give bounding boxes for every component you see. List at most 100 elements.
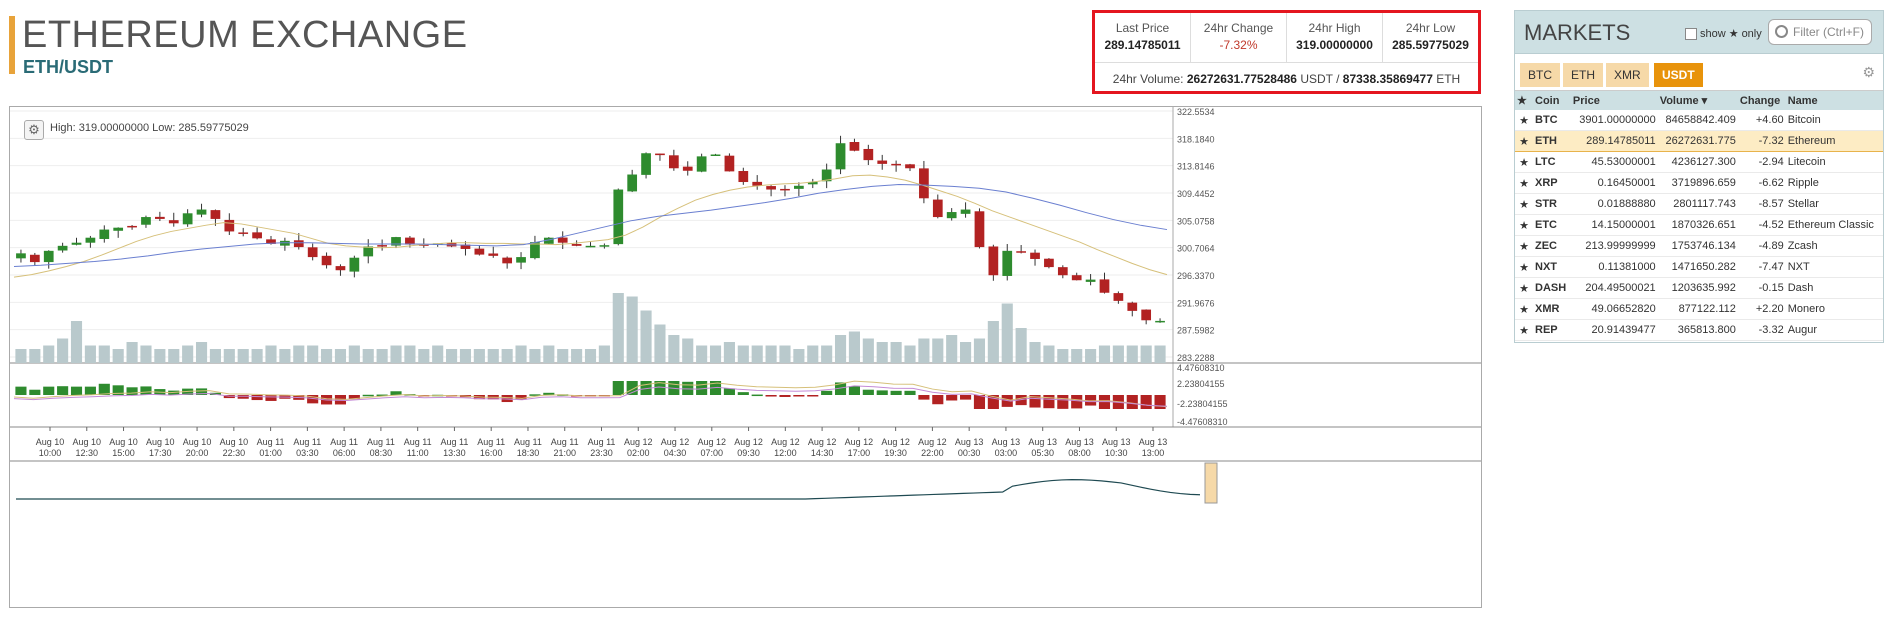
col-star[interactable]: ★ — [1515, 91, 1533, 110]
favorite-star-icon[interactable]: ★ — [1515, 172, 1533, 194]
price-tick-label: 296.3370 — [1177, 271, 1215, 281]
candle-body — [196, 209, 207, 215]
price-chart[interactable]: 322.5534 318.1840 313.8146 309.4452 305.0758… — [9, 106, 1482, 608]
coin-volume: 877122.112 — [1657, 298, 1738, 320]
time-tick-date: Aug 13 — [992, 437, 1021, 447]
macd-bar — [723, 388, 735, 395]
candle-body — [29, 254, 40, 263]
show-favorites-toggle[interactable]: show ★ only — [1685, 27, 1762, 40]
volume-bar — [876, 342, 888, 363]
table-row[interactable]: ★ XRP 0.16450001 3719896.659 -6.62 Ripple — [1515, 172, 1883, 194]
volume-bar — [946, 335, 958, 363]
only-label: only — [1741, 27, 1762, 40]
time-tick-date: Aug 10 — [183, 437, 212, 447]
macd-bar — [640, 381, 652, 395]
macd-bar — [946, 395, 958, 401]
favorite-star-icon[interactable]: ★ — [1515, 319, 1533, 341]
favorite-star-icon[interactable]: ★ — [1515, 235, 1533, 257]
candle-body — [377, 245, 387, 247]
tab-xmr[interactable]: XMR — [1606, 63, 1649, 87]
favorite-star-icon[interactable]: ★ — [1515, 130, 1533, 152]
volume-bar — [987, 321, 999, 363]
time-tick-time: 10:30 — [1105, 448, 1128, 458]
macd-bar — [1126, 395, 1138, 409]
candle-body — [349, 257, 360, 272]
volume-bar — [529, 349, 541, 363]
favorite-star-icon[interactable]: ★ — [1515, 193, 1533, 215]
macd-bar — [1071, 395, 1083, 409]
table-row[interactable]: ★ ETC 14.15000001 1870326.651 -4.52 Ethereum … — [1515, 214, 1883, 236]
chart-canvas[interactable]: 322.5534 318.1840 313.8146 309.4452 305.0758… — [10, 107, 1481, 607]
candle-body — [891, 163, 901, 166]
table-row[interactable]: ★ BTC 3901.00000000 84658842.409 +4.60 Bitcoi… — [1515, 110, 1883, 131]
candle-body — [307, 247, 318, 258]
favorites-checkbox[interactable] — [1685, 27, 1697, 40]
page-title: ETHEREUM EXCHANGE — [22, 14, 468, 56]
macd-bar — [890, 390, 902, 395]
favorite-star-icon[interactable]: ★ — [1515, 277, 1533, 299]
candle-body — [627, 174, 638, 192]
macd-bar — [848, 386, 860, 395]
chart-settings-button[interactable]: ⚙ — [24, 120, 44, 140]
volume-bar — [682, 338, 694, 363]
coin-price: 204.49500021 — [1570, 277, 1658, 299]
time-tick-date: Aug 13 — [955, 437, 984, 447]
macd-bar — [612, 381, 624, 395]
low-value: 285.59775029 — [1392, 38, 1469, 52]
table-row[interactable]: ★ ETH 289.14785011 26272631.775 -7.32 Ethereu… — [1515, 130, 1883, 152]
macd-tick-label: -4.47608310 — [1177, 417, 1228, 427]
candle-body — [266, 239, 276, 244]
macd-bar — [932, 395, 944, 405]
filter-placeholder: Filter (Ctrl+F) — [1793, 25, 1864, 39]
table-row[interactable]: ★ ZEC 213.99999999 1753746.134 -4.89 Zcash — [1515, 235, 1883, 257]
favorite-star-icon[interactable]: ★ — [1515, 151, 1533, 173]
time-tick-date: Aug 12 — [808, 437, 837, 447]
table-row[interactable]: ★ NXT 0.11381000 1471650.282 -7.47 NXT — [1515, 256, 1883, 278]
col-name[interactable]: Name — [1785, 91, 1883, 110]
favorite-star-icon[interactable]: ★ — [1515, 110, 1533, 131]
time-tick-time: 22:00 — [921, 448, 944, 458]
macd-bar — [195, 388, 208, 395]
table-row[interactable]: ★ XMR 49.06652820 877122.112 +2.20 Monero — [1515, 298, 1883, 320]
table-row[interactable]: ★ DASH 204.49500021 1203635.992 -0.15 Dash — [1515, 277, 1883, 299]
favorite-star-icon[interactable]: ★ — [1515, 298, 1533, 320]
table-row[interactable]: ★ STR 0.01888880 2801117.743 -8.57 Stellar — [1515, 193, 1883, 215]
coin-change: -6.62 — [1737, 172, 1786, 194]
markets-filter-input[interactable]: Filter (Ctrl+F) — [1768, 19, 1872, 45]
favorite-star-icon[interactable]: ★ — [1515, 256, 1533, 278]
navigator-line — [16, 479, 1201, 500]
volume-bar — [973, 338, 986, 363]
volume-bar — [98, 345, 110, 363]
volume-bar — [182, 345, 194, 363]
table-row[interactable]: ★ LTC 45.53000001 4236127.300 -2.94 Litecoin — [1515, 151, 1883, 173]
coin-symbol: ETH — [1533, 130, 1571, 152]
macd-bar — [1029, 395, 1041, 408]
coin-name: Monero — [1785, 298, 1883, 320]
tab-eth[interactable]: ETH — [1563, 63, 1603, 87]
coin-change: +4.60 — [1737, 110, 1786, 131]
tab-btc[interactable]: BTC — [1520, 63, 1560, 87]
col-volume[interactable]: Volume ▾ — [1657, 91, 1738, 110]
favorite-star-icon[interactable]: ★ — [1515, 214, 1533, 236]
col-price[interactable]: Price — [1570, 91, 1658, 110]
candle-body — [113, 227, 124, 231]
table-row[interactable]: ★ REP 20.91439477 365813.800 -3.32 Augur — [1515, 319, 1883, 341]
candle-body — [1071, 275, 1082, 281]
volume-bar — [793, 349, 805, 363]
macd-bar — [307, 395, 319, 404]
time-tick-time: 10:00 — [39, 448, 62, 458]
time-tick-date: Aug 11 — [514, 437, 542, 447]
candle-body — [794, 185, 804, 189]
tab-usdt[interactable]: USDT — [1654, 63, 1703, 87]
col-coin[interactable]: Coin — [1533, 91, 1571, 110]
time-tick-date: Aug 10 — [73, 437, 102, 447]
gear-icon: ⚙ — [28, 122, 40, 137]
volume-bar — [543, 345, 555, 363]
coin-price: 213.99999999 — [1570, 235, 1658, 257]
markets-gear-icon[interactable]: ⚙ — [1862, 64, 1875, 80]
candle-body — [210, 210, 221, 219]
candle-body — [335, 266, 346, 271]
candle-body — [280, 240, 290, 246]
col-change[interactable]: Change — [1737, 91, 1786, 110]
candle-body — [571, 244, 582, 246]
